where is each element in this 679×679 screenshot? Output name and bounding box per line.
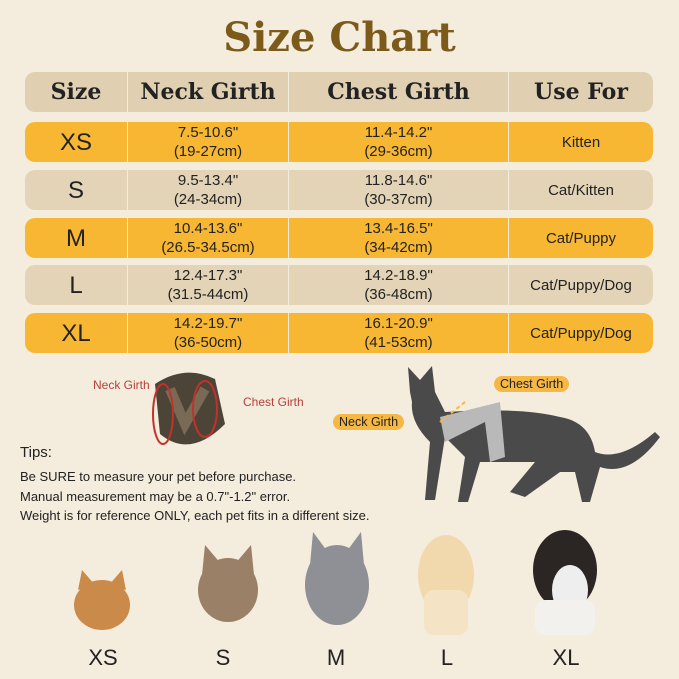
neck-cell: 10.4-13.6" (26.5-34.5cm) xyxy=(128,218,289,258)
table-row: L 12.4-17.3" (31.5-44cm) 14.2-18.9" (36-48… xyxy=(25,265,653,305)
pet-label-s: S xyxy=(215,645,231,670)
neck-inches: 10.4-13.6" xyxy=(173,220,243,237)
dog-xl-image xyxy=(533,530,597,635)
use-cell: Cat/Kitten xyxy=(548,181,614,199)
pets-images xyxy=(74,530,597,635)
cat-silhouette-image xyxy=(408,366,660,502)
use-cell: Kitten xyxy=(561,133,601,151)
tip-line: Be SURE to measure your pet before purch… xyxy=(20,469,297,484)
pet-label-xl: XL xyxy=(552,645,580,670)
cat-neck-label: Neck Girth xyxy=(333,414,405,430)
size-cell: L xyxy=(25,265,128,305)
tip-line: Manual measurement may be a 0.7"-1.2" er… xyxy=(20,488,291,504)
header-neck: Neck Girth xyxy=(128,72,289,112)
chest-cm: (36-48cm) xyxy=(364,286,433,303)
neck-cell: 7.5-10.6" (19-27cm) xyxy=(128,122,289,162)
chest-cell: 11.4-14.2" (29-36cm) xyxy=(289,122,509,162)
size-cell: M xyxy=(25,218,128,258)
chest-cell: 16.1-20.9" (41-53cm) xyxy=(289,313,509,353)
tip-line: Weight is for reference ONLY, each pet f… xyxy=(20,508,370,523)
chest-cell: 13.4-16.5" (34-42cm) xyxy=(289,218,509,258)
neck-cm: (26.5-34.5cm) xyxy=(161,239,255,256)
table-row: M 10.4-13.6" (26.5-34.5cm) 13.4-16.5" (34-… xyxy=(25,218,653,258)
kitten-xs-image xyxy=(74,570,130,630)
pet-label-l: L xyxy=(440,645,454,670)
tips-section: Tips: Be SURE to measure your pet before… xyxy=(20,444,370,526)
use-cell: Cat/Puppy/Dog xyxy=(530,324,632,342)
chest-inches: 13.4-16.5" xyxy=(364,220,433,237)
size-cell: XS xyxy=(25,122,128,162)
size-cell: XL xyxy=(25,313,128,353)
table-row: S 9.5-13.4" (24-34cm) 11.8-14.6" (30-37cm)… xyxy=(25,170,653,210)
size-cell: S xyxy=(25,170,128,210)
tips-list: Be SURE to measure your pet before purch… xyxy=(20,467,370,526)
neck-cell: 12.4-17.3" (31.5-44cm) xyxy=(128,265,289,305)
pet-label-xs: XS xyxy=(88,645,118,670)
chest-cm: (34-42cm) xyxy=(364,239,433,256)
neck-inches: 9.5-13.4" xyxy=(177,172,239,189)
chest-cell: 11.8-14.6" (30-37cm) xyxy=(289,170,509,210)
chest-inches: 11.4-14.2" xyxy=(364,124,433,141)
chest-cm: (29-36cm) xyxy=(364,143,433,160)
table-row: XL 14.2-19.7" (36-50cm) 16.1-20.9" (41-53c… xyxy=(25,313,653,353)
cat-chest-label: Chest Girth xyxy=(494,376,570,392)
neck-cm: (31.5-44cm) xyxy=(167,286,249,303)
neck-cell: 9.5-13.4" (24-34cm) xyxy=(128,170,289,210)
neck-inches: 12.4-17.3" xyxy=(173,267,243,284)
harness-neck-label: Neck Girth xyxy=(93,378,150,392)
tips-heading: Tips: xyxy=(20,444,52,461)
pet-label-m: M xyxy=(326,645,346,670)
use-cell: Cat/Puppy/Dog xyxy=(530,276,632,294)
neck-inches: 7.5-10.6" xyxy=(177,124,239,141)
table-header: Size Neck Girth Chest Girth Use For xyxy=(25,72,653,112)
harness-chest-label: Chest Girth xyxy=(243,395,304,409)
header-chest: Chest Girth xyxy=(289,72,509,112)
chest-cm: (41-53cm) xyxy=(364,334,433,351)
neck-cm: (36-50cm) xyxy=(173,334,243,351)
neck-cm: (19-27cm) xyxy=(173,143,243,160)
tabby-s-image xyxy=(198,545,258,622)
chest-inches: 14.2-18.9" xyxy=(364,267,433,284)
gray-cat-m-image xyxy=(305,532,369,625)
neck-inches: 14.2-19.7" xyxy=(173,315,243,332)
chest-cell: 14.2-18.9" (36-48cm) xyxy=(289,265,509,305)
page-title: Size Chart xyxy=(223,14,456,61)
neck-cell: 14.2-19.7" (36-50cm) xyxy=(128,313,289,353)
header-size: Size xyxy=(25,72,128,112)
neck-cm: (24-34cm) xyxy=(173,191,243,208)
table-row: XS 7.5-10.6" (19-27cm) 11.4-14.2" (29-36cm… xyxy=(25,122,653,162)
chest-inches: 16.1-20.9" xyxy=(364,315,433,332)
chest-inches: 11.8-14.6" xyxy=(364,172,433,189)
harness-image xyxy=(152,372,225,445)
chest-cm: (30-37cm) xyxy=(364,191,433,208)
header-use: Use For xyxy=(534,78,628,105)
use-cell: Cat/Puppy xyxy=(545,229,617,247)
puppy-l-image xyxy=(418,535,474,635)
